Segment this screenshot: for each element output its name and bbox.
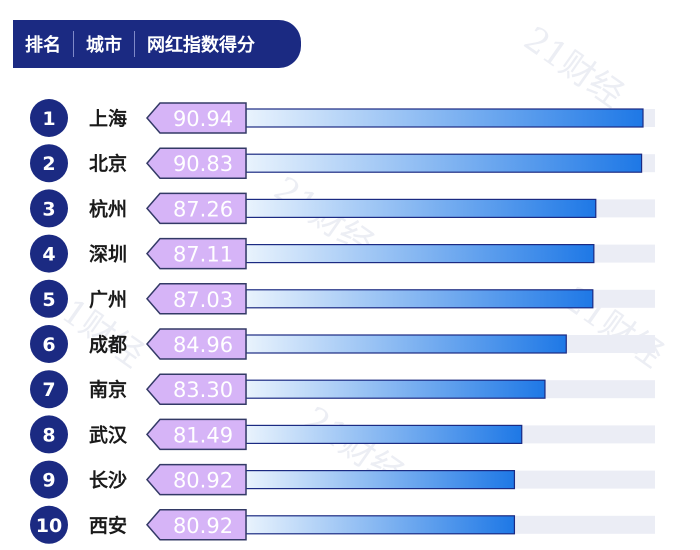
value-label: 87.26	[173, 197, 233, 221]
rank-number: 5	[42, 289, 55, 311]
value-label: 87.11	[173, 243, 233, 267]
value-label: 90.94	[173, 107, 233, 131]
category-label: 武汉	[89, 424, 128, 446]
header-rank: 排名	[25, 35, 61, 56]
rank-number: 2	[42, 153, 55, 175]
category-label: 北京	[89, 152, 127, 175]
value-label: 83.30	[173, 378, 233, 402]
value-label: 90.83	[173, 152, 233, 176]
bar	[245, 289, 594, 309]
bar	[245, 334, 567, 354]
header-score: 网红指数得分	[147, 35, 255, 56]
value-label: 84.96	[173, 333, 233, 357]
bar	[245, 379, 546, 399]
value-tag	[146, 328, 247, 360]
category-label: 上海	[89, 107, 127, 130]
rank-badge	[30, 189, 68, 228]
value-tag	[146, 102, 247, 134]
value-tag	[146, 237, 247, 270]
bar	[245, 515, 516, 535]
value-tag	[146, 509, 247, 541]
rank-number: 7	[42, 379, 55, 401]
rank-badge	[30, 144, 68, 183]
value-label: 80.92	[173, 514, 233, 538]
category-label: 成都	[89, 333, 127, 356]
rank-badge	[30, 460, 68, 499]
value-tag	[146, 373, 247, 405]
header-divider	[134, 31, 135, 57]
bar	[245, 470, 516, 490]
rank-badge	[30, 99, 68, 137]
value-tag	[146, 192, 247, 225]
value-tag	[146, 463, 247, 496]
rank-badge	[30, 325, 68, 363]
category-label: 南京	[89, 378, 127, 401]
rank-number: 9	[42, 470, 55, 492]
rank-badge	[30, 415, 68, 454]
category-label: 西安	[89, 514, 127, 537]
table-header: 排名 城市 网红指数得分	[13, 20, 301, 68]
bar	[245, 198, 597, 218]
rank-number: 10	[36, 515, 62, 537]
value-label: 81.49	[173, 423, 233, 447]
category-label: 深圳	[89, 243, 127, 266]
value-tag	[146, 147, 247, 179]
rank-number: 6	[42, 334, 55, 356]
rank-number: 3	[42, 198, 55, 220]
bar	[245, 424, 523, 444]
rank-badge	[30, 505, 68, 544]
value-label: 87.03	[173, 288, 233, 312]
value-tag	[146, 418, 247, 451]
rank-number: 1	[42, 108, 55, 130]
rank-badge	[30, 370, 68, 409]
category-label: 杭州	[89, 197, 127, 220]
rank-badge	[30, 234, 68, 273]
rank-number: 4	[42, 244, 55, 266]
value-tag	[146, 283, 247, 315]
bar	[245, 153, 643, 173]
header-divider	[73, 31, 74, 57]
rank-number: 8	[42, 424, 55, 446]
header-city: 城市	[86, 35, 122, 56]
rank-badge	[30, 279, 68, 318]
bar	[245, 108, 644, 128]
value-label: 80.92	[173, 469, 233, 493]
category-label: 广州	[89, 288, 127, 311]
bar	[245, 244, 595, 264]
category-label: 长沙	[89, 470, 127, 492]
